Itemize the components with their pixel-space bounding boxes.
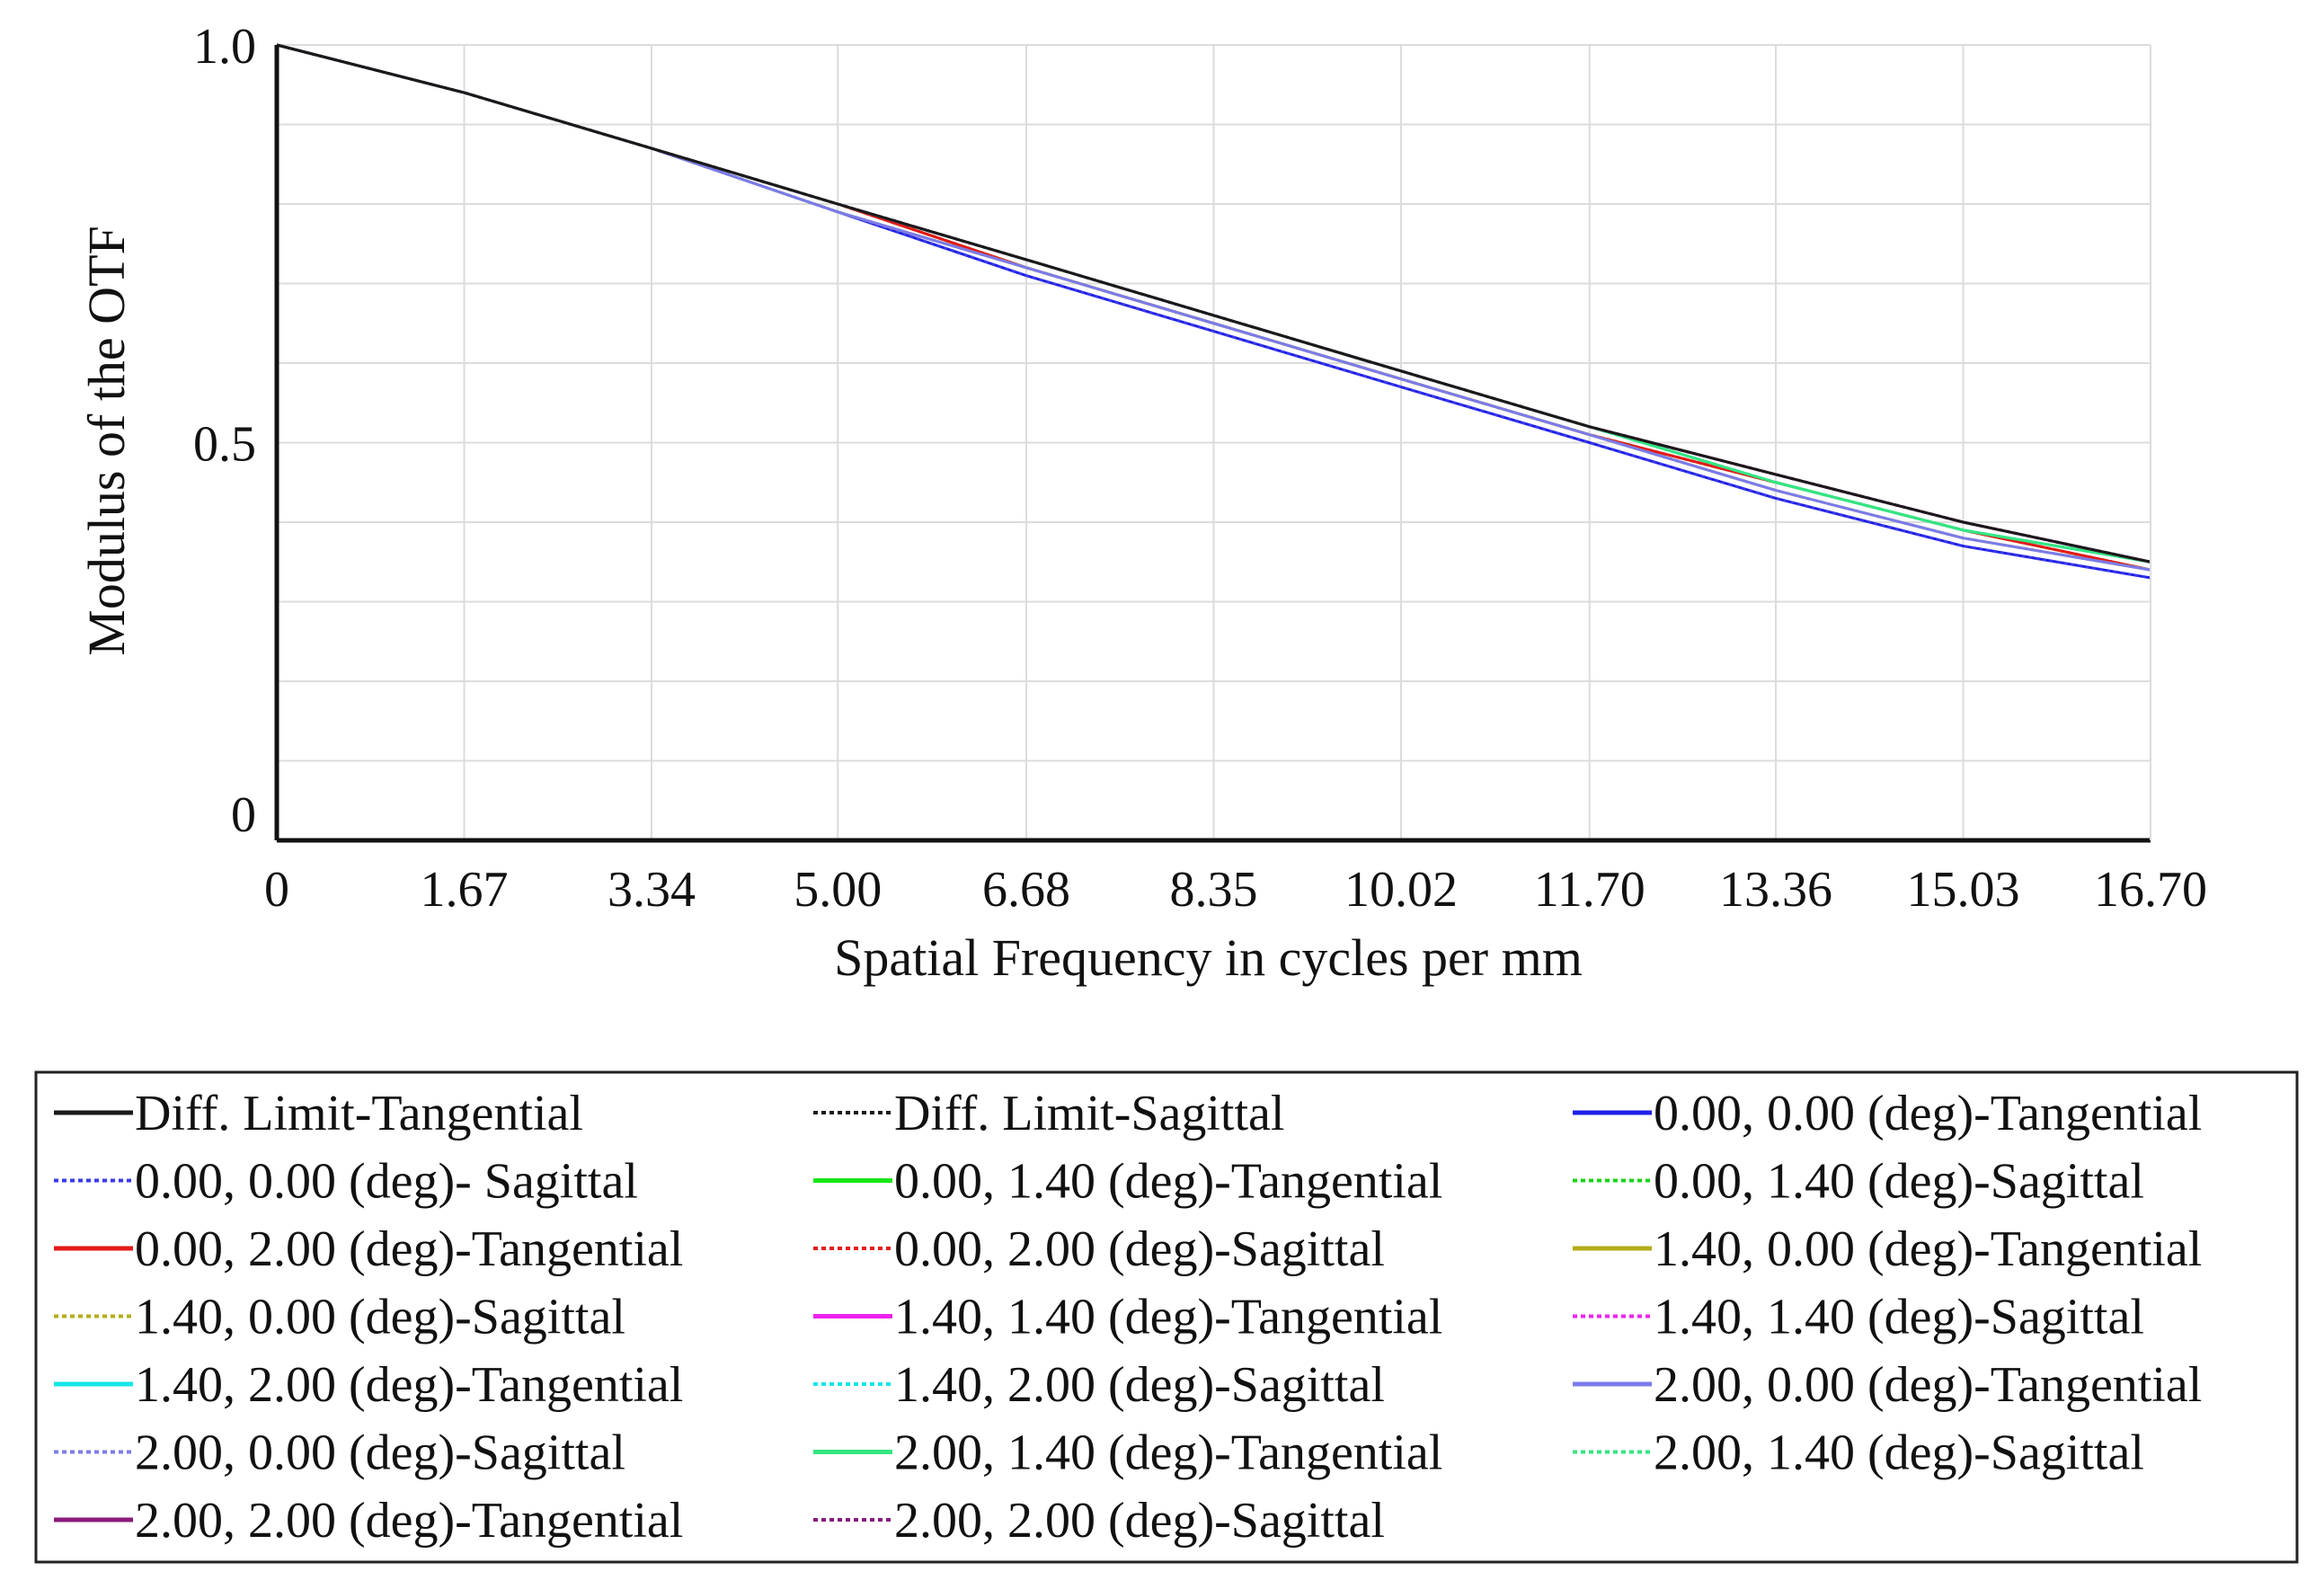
x-tick-label: 10.02 [1344,862,1458,918]
legend-label: 0.00, 0.00 (deg)- Sagittal [135,1154,638,1210]
legend-label: Diff. Limit-Tangential [135,1086,583,1141]
x-tick-label: 3.34 [608,862,696,918]
legend-label: 1.40, 0.00 (deg)-Sagittal [135,1290,625,1345]
tick-labels: 0 1.67 3.34 5.00 6.68 8.35 10.02 11.70 13.36 15.0… [193,19,2207,918]
legend-label: Diff. Limit-Sagittal [894,1086,1284,1141]
legend: Diff. Limit-Tangential Diff. Limit-Sagitt… [34,1070,2299,1564]
x-tick-label: 6.68 [982,862,1070,918]
legend-label: 2.00, 1.40 (deg)-Sagittal [1654,1425,2144,1481]
x-tick-label: 16.70 [2094,862,2207,918]
grid [277,44,2151,840]
series-lines [276,43,2151,580]
x-tick-label: 0 [264,862,289,918]
legend-label: 1.40, 1.40 (deg)-Sagittal [1654,1290,2144,1345]
legend-label: 0.00, 2.00 (deg)-Sagittal [894,1221,1385,1277]
legend-label: 0.00, 2.00 (deg)-Tangential [135,1221,683,1277]
legend-label: 1.40, 2.00 (deg)-Sagittal [894,1357,1385,1413]
axes [274,45,2151,843]
legend-label: 1.40, 0.00 (deg)-Tangential [1654,1221,2202,1277]
legend-label: 0.00, 1.40 (deg)-Tangential [894,1154,1442,1210]
y-axis-title: Modulus of the OTF [77,226,136,656]
x-tick-label: 15.03 [1907,862,2020,918]
legend-label: 2.00, 2.00 (deg)-Tangential [135,1493,683,1549]
legend-label: 0.00, 0.00 (deg)-Tangential [1654,1086,2202,1141]
x-tick-label: 13.36 [1719,862,1832,918]
y-tick-label: 1.0 [193,19,256,75]
series-line-2 [276,43,2151,564]
x-tick-label: 5.00 [794,862,882,918]
legend-label: 1.40, 1.40 (deg)-Tangential [894,1290,1442,1345]
x-tick-label: 11.70 [1534,862,1645,918]
x-tick-label: 1.67 [421,862,509,918]
y-tick-label: 0.5 [193,417,256,473]
legend-label: 2.00, 0.00 (deg)-Tangential [1654,1357,2202,1413]
x-axis-title: Spatial Frequency in cycles per mm [834,928,1583,987]
legend-label: 2.00, 1.40 (deg)-Tangential [894,1425,1442,1481]
legend-box [34,1070,2299,1564]
legend-label: 2.00, 0.00 (deg)-Sagittal [135,1425,625,1481]
legend-label: 0.00, 1.40 (deg)-Sagittal [1654,1154,2144,1210]
legend-label: 2.00, 2.00 (deg)-Sagittal [894,1493,1385,1549]
y-tick-label: 0 [231,787,256,843]
x-tick-label: 8.35 [1170,862,1258,918]
legend-label: 1.40, 2.00 (deg)-Tangential [135,1357,683,1413]
